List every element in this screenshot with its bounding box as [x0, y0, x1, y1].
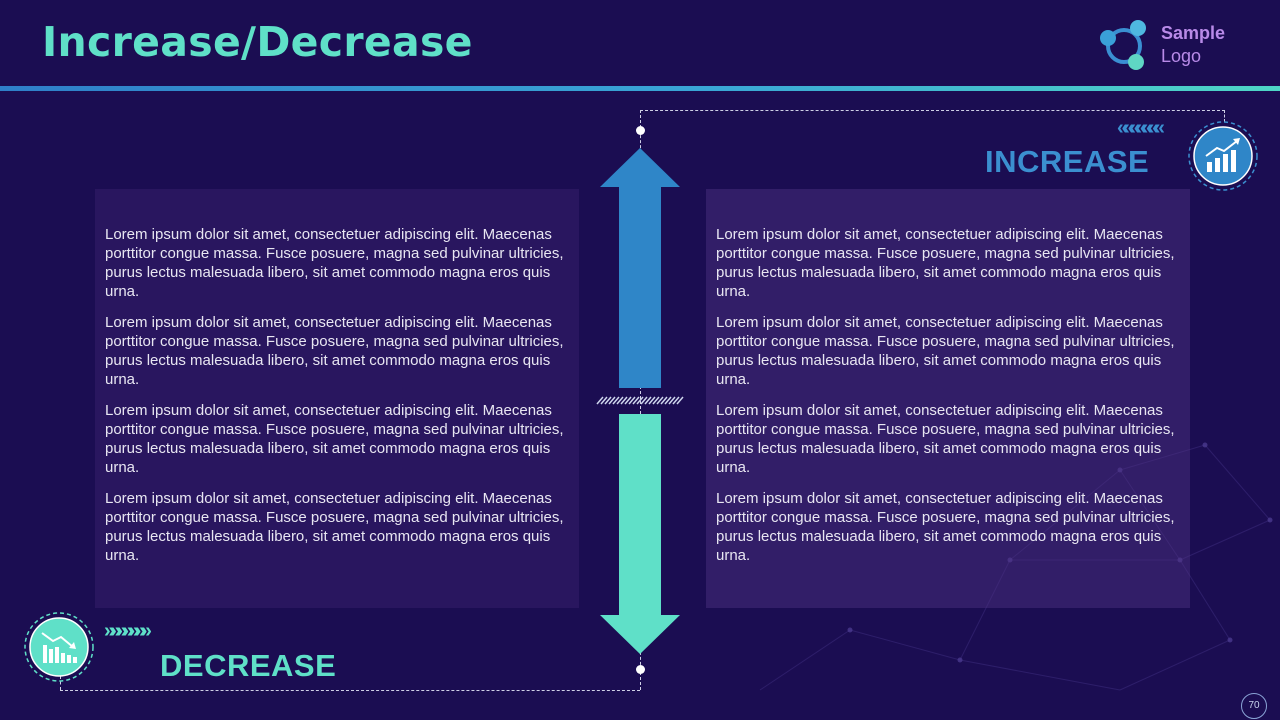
- header-divider: [0, 86, 1280, 91]
- right-paragraph-3: Lorem ipsum dolor sit amet, consectetuer…: [716, 402, 1175, 476]
- left-paragraph-2: Lorem ipsum dolor sit amet, consectetuer…: [105, 314, 564, 388]
- dashed-bottom-vertical-left: [60, 676, 61, 690]
- logo-text-line2: Logo: [1161, 46, 1202, 66]
- decrease-label: DECREASE: [160, 648, 337, 683]
- page-number: 70: [1241, 693, 1267, 719]
- dashed-top-horizontal: [640, 110, 1225, 111]
- decrease-chevrons: »»»»»»»: [104, 620, 152, 642]
- slide-title: Increase/Decrease: [42, 18, 473, 66]
- logo-icon: [1100, 20, 1146, 70]
- down-arrow: [600, 414, 680, 654]
- bar-chart-up-icon: [1188, 121, 1258, 191]
- left-paragraph-4: Lorem ipsum dolor sit amet, consectetuer…: [105, 490, 564, 564]
- up-arrow: [600, 148, 680, 388]
- right-paragraph-4: Lorem ipsum dolor sit amet, consectetuer…: [716, 490, 1175, 564]
- right-paragraph-2: Lorem ipsum dolor sit amet, consectetuer…: [716, 314, 1175, 388]
- left-paragraph-3: Lorem ipsum dolor sit amet, consectetuer…: [105, 402, 564, 476]
- right-paragraph-1: Lorem ipsum dolor sit amet, consectetuer…: [716, 226, 1175, 300]
- dashed-top-vertical-right: [1224, 110, 1225, 122]
- top-dot: [636, 126, 645, 135]
- left-text-panel: Lorem ipsum dolor sit amet, consectetuer…: [95, 189, 579, 608]
- hatch-divider: [596, 396, 684, 405]
- logo-text-line1: Sample: [1161, 23, 1226, 43]
- sample-logo: Sample Logo: [1096, 16, 1266, 74]
- bar-chart-down-icon: [24, 612, 94, 682]
- increase-chevrons: «««««««: [1117, 117, 1165, 139]
- increase-label: INCREASE: [985, 144, 1150, 179]
- right-text-panel: Lorem ipsum dolor sit amet, consectetuer…: [706, 189, 1190, 608]
- left-paragraph-1: Lorem ipsum dolor sit amet, consectetuer…: [105, 226, 564, 300]
- center-arrows: [596, 148, 684, 654]
- bottom-dot: [636, 665, 645, 674]
- dashed-bottom-horizontal: [60, 690, 640, 691]
